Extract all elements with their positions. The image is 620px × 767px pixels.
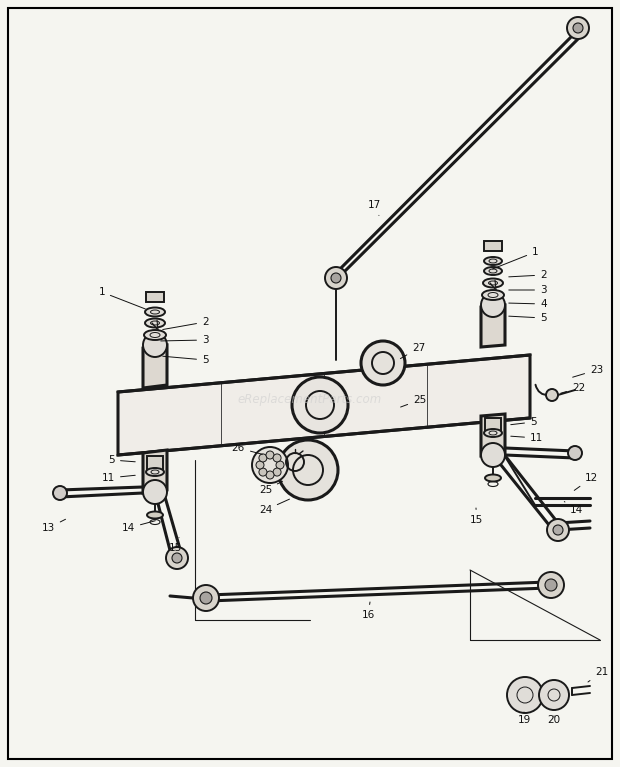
Circle shape [273,454,281,462]
Text: 12: 12 [574,473,598,490]
Text: 2: 2 [509,270,547,280]
Circle shape [546,389,558,401]
Text: 1: 1 [492,247,539,269]
Text: 2: 2 [162,317,208,330]
Text: 14: 14 [564,502,583,515]
Text: 5: 5 [108,455,135,465]
Text: 5: 5 [509,313,547,323]
Text: 24: 24 [259,499,290,515]
Ellipse shape [144,330,166,340]
Polygon shape [484,241,502,251]
Ellipse shape [146,468,164,476]
Text: 22: 22 [560,383,585,393]
Text: 23: 23 [573,365,603,377]
Polygon shape [143,345,167,388]
Circle shape [259,468,267,476]
Circle shape [325,267,347,289]
Circle shape [547,519,569,541]
Circle shape [193,585,219,611]
Text: 11: 11 [511,433,543,443]
Text: 17: 17 [368,200,381,216]
Circle shape [266,471,274,479]
Text: 15: 15 [169,538,182,553]
Polygon shape [147,456,163,472]
Text: 20: 20 [547,715,560,725]
Text: 15: 15 [470,508,483,525]
Circle shape [567,17,589,39]
Circle shape [276,461,284,469]
Text: eReplacementParts.com: eReplacementParts.com [238,393,382,407]
Circle shape [545,579,557,591]
Circle shape [573,23,583,33]
Circle shape [166,547,188,569]
Circle shape [252,447,288,483]
Circle shape [568,446,582,460]
Ellipse shape [147,512,163,518]
Text: 5: 5 [511,417,537,427]
Circle shape [278,440,338,500]
Circle shape [143,480,167,504]
Polygon shape [146,292,164,302]
Ellipse shape [485,475,501,482]
Ellipse shape [484,429,502,437]
Polygon shape [481,305,505,347]
Circle shape [507,677,543,713]
Text: 21: 21 [588,667,608,682]
Text: 1: 1 [99,287,146,309]
Text: 4: 4 [509,299,547,309]
Circle shape [481,293,505,317]
Ellipse shape [484,267,502,275]
Circle shape [273,468,281,476]
Circle shape [200,592,212,604]
Ellipse shape [484,257,502,265]
Circle shape [361,341,405,385]
Text: 11: 11 [102,473,135,483]
Circle shape [539,680,569,710]
Text: 19: 19 [517,712,531,725]
Circle shape [481,443,505,467]
Circle shape [292,377,348,433]
Polygon shape [143,450,167,493]
Text: 3: 3 [161,335,208,345]
Ellipse shape [483,278,503,288]
Circle shape [53,486,67,500]
Text: 25: 25 [259,481,283,495]
Polygon shape [118,355,530,455]
Circle shape [266,451,274,459]
Ellipse shape [482,290,504,300]
Text: 14: 14 [122,521,156,533]
Circle shape [259,454,267,462]
Circle shape [143,333,167,357]
Circle shape [256,461,264,469]
Circle shape [538,572,564,598]
Text: 3: 3 [509,285,547,295]
Text: 25: 25 [401,395,427,407]
Circle shape [172,553,182,563]
Text: 27: 27 [401,343,425,359]
Text: 13: 13 [42,519,66,533]
Ellipse shape [145,308,165,317]
Polygon shape [485,418,501,432]
Text: 16: 16 [361,602,374,620]
Polygon shape [481,414,505,456]
Text: 5: 5 [163,355,208,365]
Circle shape [331,273,341,283]
Ellipse shape [145,318,165,328]
Text: 26: 26 [232,443,262,454]
Circle shape [553,525,563,535]
